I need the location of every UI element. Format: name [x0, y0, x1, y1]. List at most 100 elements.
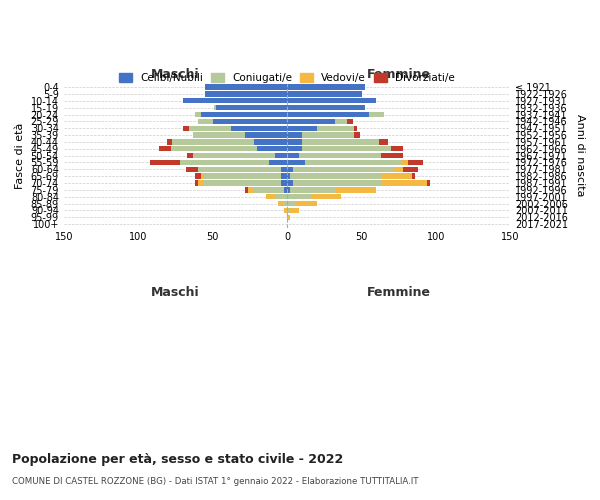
- Bar: [287, 201, 296, 206]
- Bar: [391, 146, 403, 152]
- Bar: [317, 126, 354, 131]
- Bar: [189, 126, 230, 131]
- Bar: [284, 201, 287, 206]
- Bar: [150, 160, 180, 165]
- Bar: [195, 112, 201, 117]
- Bar: [382, 174, 412, 179]
- Bar: [287, 160, 305, 165]
- Bar: [195, 174, 201, 179]
- Bar: [205, 92, 287, 96]
- Bar: [287, 118, 335, 124]
- Bar: [198, 166, 281, 172]
- Bar: [293, 166, 394, 172]
- Text: Femmine: Femmine: [367, 68, 431, 81]
- Text: Popolazione per età, sesso e stato civile - 2022: Popolazione per età, sesso e stato civil…: [12, 452, 343, 466]
- Bar: [284, 187, 287, 192]
- Bar: [287, 84, 365, 90]
- Bar: [167, 139, 172, 144]
- Bar: [293, 180, 382, 186]
- Bar: [281, 166, 287, 172]
- Bar: [171, 146, 257, 152]
- Bar: [205, 84, 287, 90]
- Bar: [290, 208, 299, 213]
- Bar: [394, 166, 403, 172]
- Bar: [215, 105, 287, 110]
- Bar: [347, 118, 353, 124]
- Bar: [379, 139, 388, 144]
- Bar: [412, 174, 415, 179]
- Bar: [305, 160, 402, 165]
- Bar: [369, 112, 384, 117]
- Bar: [198, 118, 212, 124]
- Text: Maschi: Maschi: [151, 286, 200, 300]
- Bar: [278, 201, 284, 206]
- Bar: [287, 126, 317, 131]
- Bar: [214, 105, 215, 110]
- Bar: [354, 132, 360, 138]
- Bar: [254, 139, 287, 144]
- Bar: [172, 139, 254, 144]
- Y-axis label: Anni di nascita: Anni di nascita: [575, 114, 585, 197]
- Bar: [287, 208, 290, 213]
- Bar: [302, 132, 354, 138]
- Bar: [187, 153, 193, 158]
- Bar: [245, 132, 287, 138]
- Text: Femmine: Femmine: [367, 286, 431, 300]
- Bar: [287, 98, 376, 103]
- Bar: [198, 180, 204, 186]
- Bar: [195, 180, 198, 186]
- Bar: [287, 187, 290, 192]
- Bar: [193, 153, 275, 158]
- Bar: [296, 201, 317, 206]
- Bar: [281, 174, 287, 179]
- Bar: [180, 160, 269, 165]
- Bar: [284, 208, 287, 213]
- Bar: [230, 126, 287, 131]
- Bar: [287, 153, 299, 158]
- Bar: [290, 187, 335, 192]
- Bar: [302, 139, 379, 144]
- Bar: [201, 112, 287, 117]
- Legend: Celibi/Nubili, Coniugati/e, Vedovi/e, Divorziati/e: Celibi/Nubili, Coniugati/e, Vedovi/e, Di…: [115, 69, 459, 87]
- Bar: [287, 132, 302, 138]
- Bar: [248, 187, 254, 192]
- Bar: [183, 98, 287, 103]
- Bar: [287, 194, 311, 200]
- Bar: [287, 92, 362, 96]
- Bar: [266, 194, 275, 200]
- Bar: [183, 126, 189, 131]
- Bar: [287, 214, 290, 220]
- Bar: [408, 160, 422, 165]
- Bar: [403, 166, 418, 172]
- Bar: [269, 160, 287, 165]
- Text: Maschi: Maschi: [151, 68, 200, 81]
- Bar: [281, 180, 287, 186]
- Bar: [201, 174, 204, 179]
- Bar: [287, 112, 369, 117]
- Bar: [311, 194, 341, 200]
- Bar: [287, 139, 302, 144]
- Bar: [193, 132, 245, 138]
- Bar: [204, 180, 281, 186]
- Bar: [402, 160, 408, 165]
- Bar: [186, 166, 198, 172]
- Text: COMUNE DI CASTEL ROZZONE (BG) - Dati ISTAT 1° gennaio 2022 - Elaborazione TUTTIT: COMUNE DI CASTEL ROZZONE (BG) - Dati IST…: [12, 478, 419, 486]
- Y-axis label: Fasce di età: Fasce di età: [15, 122, 25, 189]
- Bar: [290, 174, 382, 179]
- Bar: [212, 118, 287, 124]
- Bar: [257, 146, 287, 152]
- Bar: [287, 166, 293, 172]
- Bar: [382, 180, 427, 186]
- Bar: [275, 194, 287, 200]
- Bar: [354, 126, 357, 131]
- Bar: [275, 153, 287, 158]
- Bar: [287, 174, 290, 179]
- Bar: [381, 153, 403, 158]
- Bar: [287, 180, 293, 186]
- Bar: [254, 187, 284, 192]
- Bar: [302, 146, 391, 152]
- Bar: [204, 174, 281, 179]
- Bar: [287, 146, 302, 152]
- Bar: [335, 118, 347, 124]
- Bar: [335, 187, 376, 192]
